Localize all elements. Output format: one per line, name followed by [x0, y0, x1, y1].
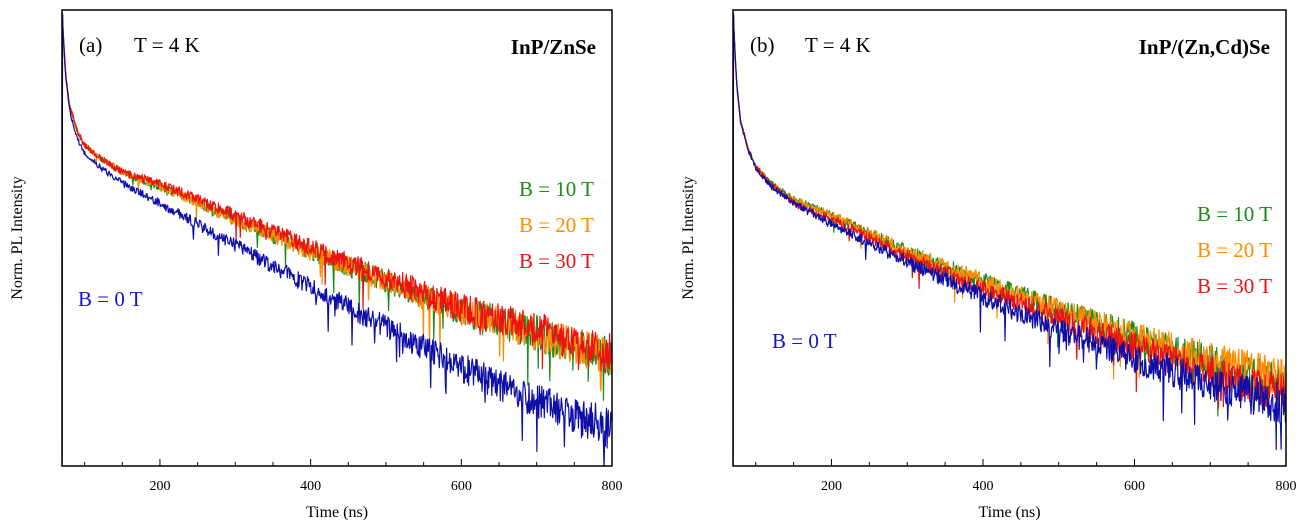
panel-a-y-axis-title: Norm. PL Intensity: [9, 176, 26, 299]
panel-a-legend-b10: B = 10 T: [519, 177, 594, 201]
series-line-b-1: [733, 13, 1286, 466]
panel-a: 200 400 600 800 (a) T = 4 K InP/ZnSe Time (…: [9, 9, 623, 521]
x-tick-label: 600: [1124, 479, 1145, 494]
panel-b-legend-b10: B = 10 T: [1197, 202, 1272, 226]
panel-b: 200 400 600 800 (b) T = 4 K InP/(Zn,Cd)Se T…: [680, 9, 1297, 521]
panel-b-temperature-label: T = 4 K: [805, 33, 871, 57]
x-tick-label: 400: [300, 479, 321, 494]
panel-b-x-axis-title: Time (ns): [978, 504, 1040, 521]
series-line-a-2: [62, 13, 612, 466]
x-tick-label: 400: [972, 479, 993, 494]
panel-a-label: (a): [79, 33, 102, 57]
panel-b-legend-b20: B = 20 T: [1197, 238, 1272, 262]
panel-b-ticks: 200 400 600 800: [755, 459, 1297, 494]
panel-a-legend-b20: B = 20 T: [519, 213, 594, 237]
x-tick-label: 800: [1276, 479, 1297, 494]
panel-b-label: (b): [750, 33, 775, 57]
panel-a-sample-title: InP/ZnSe: [511, 35, 596, 59]
panel-a-temperature-label: T = 4 K: [134, 33, 200, 57]
panel-b-legend-b0: B = 0 T: [772, 329, 837, 353]
panel-a-legend-b30: B = 30 T: [519, 249, 594, 273]
x-tick-label: 200: [149, 479, 170, 494]
series-line-b-3: [733, 13, 1286, 466]
panel-a-frame: [61, 9, 613, 467]
x-tick-label: 600: [451, 479, 472, 494]
panel-a-traces: [62, 13, 612, 466]
panel-b-sample-title: InP/(Zn,Cd)Se: [1139, 35, 1270, 59]
panel-b-traces: [733, 13, 1286, 466]
panel-a-legend-b0: B = 0 T: [78, 287, 143, 311]
x-tick-label: 200: [821, 479, 842, 494]
panel-b-legend-b30: B = 30 T: [1197, 274, 1272, 298]
panel-a-ticks: 200 400 600 800: [84, 459, 623, 494]
panel-a-x-axis-title: Time (ns): [306, 504, 368, 521]
panel-b-y-axis-title: Norm. PL Intensity: [680, 176, 697, 299]
series-line-a-3: [62, 13, 612, 466]
panel-b-frame: [732, 9, 1287, 467]
x-tick-label: 800: [602, 479, 623, 494]
